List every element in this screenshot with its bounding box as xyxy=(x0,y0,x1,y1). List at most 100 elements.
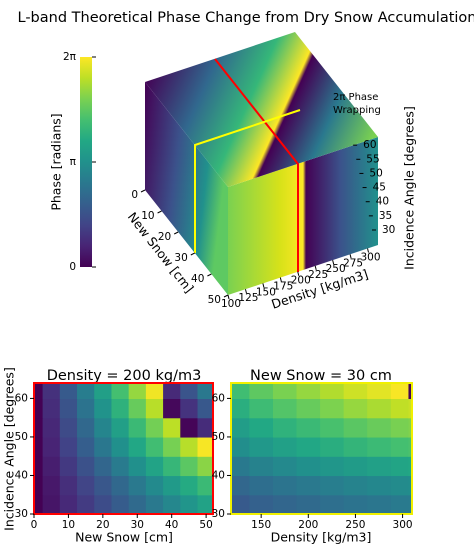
heatmap-cell xyxy=(180,436,199,457)
y-tick-label: 40 xyxy=(212,469,225,481)
heatmap-cell xyxy=(59,494,78,514)
heatmap-cell xyxy=(231,417,250,438)
x-tick xyxy=(223,294,229,298)
y-tick-label: 275 xyxy=(343,257,363,269)
heatmap-cell xyxy=(296,456,321,477)
heatmap-cell xyxy=(367,398,392,419)
z-tick-label: 30 xyxy=(382,224,395,236)
heatmap-cell xyxy=(180,398,199,419)
colorbar-label: Phase [radians] xyxy=(49,113,64,210)
heatmap-cell xyxy=(128,398,147,419)
x-tick-label: 50 xyxy=(208,294,221,306)
heatmap-cell xyxy=(163,436,181,457)
y-tick-label: 30 xyxy=(15,508,28,520)
heatmap-cell xyxy=(34,417,44,438)
heatmap-cell xyxy=(163,417,181,438)
heatmap-cell xyxy=(367,475,392,496)
heatmap-cell xyxy=(343,417,368,438)
x-tick xyxy=(190,252,196,256)
cube-face-top xyxy=(145,32,378,187)
heatmap-cell xyxy=(249,417,274,438)
y-tick xyxy=(314,265,317,271)
heatmap-cell xyxy=(94,398,113,419)
cube-3d xyxy=(145,32,378,295)
heatmap-cell xyxy=(390,494,410,514)
heatmap-cell xyxy=(163,383,181,400)
heatmap-cell xyxy=(111,436,130,457)
heatmap-cell xyxy=(197,475,213,496)
heatmap-cell xyxy=(231,494,250,514)
y-axis-label: Incidence Angle [degrees] xyxy=(2,367,17,531)
heatmap-cell xyxy=(272,475,298,496)
heatmap-cell xyxy=(320,417,345,438)
heatmap-cell xyxy=(94,494,113,514)
heatmap-cell xyxy=(408,383,412,400)
y-tick-label: 30 xyxy=(212,508,225,520)
heatmap-cell xyxy=(145,436,164,457)
heatmap-cell xyxy=(145,475,164,496)
heatmap-cell xyxy=(145,456,164,477)
z-tick-label: 40 xyxy=(376,196,389,208)
heatmap-cell xyxy=(320,398,345,419)
heatmap-cell xyxy=(94,417,113,438)
x-tick-label: 200 xyxy=(298,519,318,531)
heatmap-cell xyxy=(390,475,410,496)
colorbar xyxy=(80,57,92,267)
heatmap-cell xyxy=(249,383,274,400)
heatmap-cell xyxy=(59,398,78,419)
x-tick-label: 10 xyxy=(62,519,75,531)
heatmap-cell xyxy=(296,436,321,457)
z-tick-label: 60 xyxy=(363,139,376,151)
heatmap-cell xyxy=(128,383,147,400)
heatmap-cell xyxy=(197,398,213,419)
heatmap-cell xyxy=(128,417,147,438)
heatmap-cell xyxy=(163,494,181,514)
heatmap-cell xyxy=(34,383,44,400)
heatmap-cell xyxy=(59,456,78,477)
heatmap-cell xyxy=(320,383,345,400)
heatmap-cell xyxy=(390,456,410,477)
z-tick-label: 55 xyxy=(366,153,379,165)
heatmap-cell xyxy=(145,494,164,514)
heatmap-cell xyxy=(249,398,274,419)
heatmap-cell xyxy=(231,475,250,496)
heatmap-cell xyxy=(77,494,95,514)
x-tick-label: 30 xyxy=(131,519,144,531)
y-tick xyxy=(297,271,300,276)
heatmap-cell xyxy=(42,436,61,457)
heatmap-cell xyxy=(408,494,412,514)
y-tick xyxy=(227,294,230,300)
heatmap-cell xyxy=(343,398,368,419)
x-tick xyxy=(173,231,179,235)
heatmap-cell xyxy=(296,398,321,419)
annotation: 2π Phase xyxy=(333,92,378,103)
heatmap-cell xyxy=(390,398,410,419)
heatmap-cell xyxy=(272,383,298,400)
heatmap-cell xyxy=(34,475,44,496)
heatmap-cell xyxy=(367,383,392,400)
heatmap-cell xyxy=(128,494,147,514)
heatmap-cell xyxy=(111,456,130,477)
heatmap-cell xyxy=(163,475,181,496)
heatmap-cell xyxy=(34,494,44,514)
x-axis-label: New Snow [cm] xyxy=(75,530,173,545)
heatmap-cell xyxy=(77,436,95,457)
heatmap-cell xyxy=(320,475,345,496)
heatmap-cell xyxy=(180,456,199,477)
x-tick-label: 150 xyxy=(251,519,271,531)
heatmap-cell xyxy=(111,398,130,419)
heatmap-cell xyxy=(42,417,61,438)
heatmap-cell xyxy=(180,475,199,496)
heatmap-cell xyxy=(180,417,199,438)
heatmap-cell xyxy=(343,436,368,457)
heatmap-cell xyxy=(128,475,147,496)
heatmap-cell xyxy=(180,383,199,400)
x-tick-label: 50 xyxy=(199,519,212,531)
y-tick xyxy=(332,259,335,265)
density-slice-line xyxy=(214,58,299,272)
y-tick-label: 225 xyxy=(308,269,328,281)
heatmap-cell xyxy=(390,383,410,400)
heatmap-cell xyxy=(94,383,113,400)
heatmap-cell xyxy=(272,494,298,514)
y-tick-label: 200 xyxy=(291,275,311,287)
